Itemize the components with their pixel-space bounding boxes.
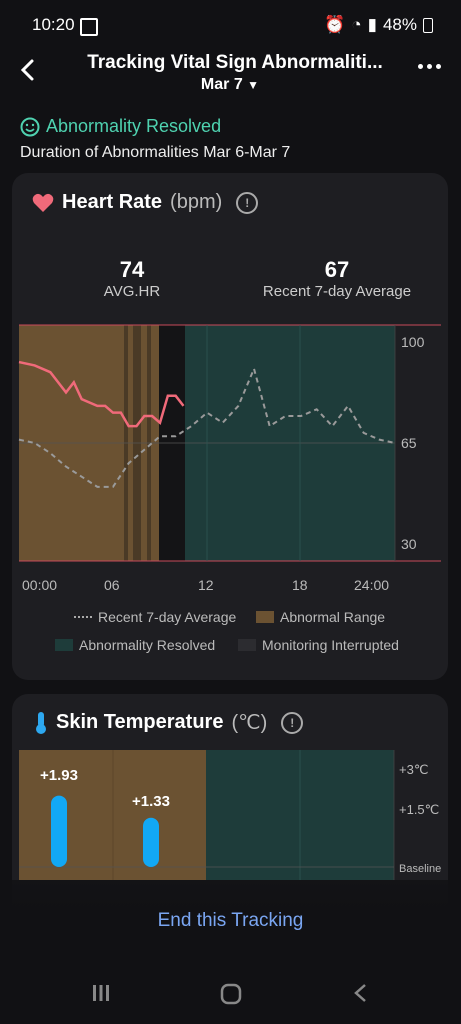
recent-apps-icon — [93, 985, 109, 1001]
y-tick: 100 — [401, 334, 425, 350]
bar-value-label: +1.33 — [132, 793, 170, 810]
y-tick: +3℃ — [399, 762, 428, 777]
resolved-label: Abnormality Resolved — [46, 116, 222, 136]
alarm-icon: ⏰ — [324, 15, 346, 34]
heart-rate-unit: (bpm) — [170, 191, 223, 213]
gallery-icon — [80, 18, 98, 36]
recent-avg-value: 67 — [324, 257, 350, 282]
legend-recent-label: Recent 7-day Average — [98, 609, 237, 625]
legend-interrupted: Monitoring Interrupted — [238, 637, 399, 653]
status-time: 10:20 — [32, 15, 75, 34]
duration-text: Duration of Abnormalities Mar 6-Mar 7 — [20, 144, 291, 161]
y-tick: 65 — [401, 435, 417, 451]
heart-rate-card: Heart Rate (bpm) ! 74 AVG.HR 67 Recent 7… — [12, 173, 448, 680]
status-bar: 10:20 ⏰ ◔ ▮ 48% — [0, 0, 461, 52]
heart-icon — [32, 193, 54, 212]
y-tick: +1.5℃ — [399, 802, 439, 817]
battery-percent: 48% — [382, 15, 417, 34]
end-tracking-button[interactable]: End this Tracking — [157, 910, 304, 931]
x-tick: 18 — [292, 577, 308, 593]
bar-value-label: +1.93 — [40, 767, 78, 784]
battery-icon — [423, 17, 433, 33]
bottom-bar — [0, 880, 461, 1024]
smile-icon — [20, 117, 40, 136]
more-options-button[interactable] — [418, 64, 441, 69]
legend-abnormal: Abnormal Range — [256, 609, 385, 625]
heart-rate-title: Heart Rate — [62, 191, 163, 213]
dotted-line-icon — [74, 616, 92, 618]
x-tick: 24:00 — [354, 577, 390, 593]
back-arrow-icon — [20, 59, 34, 81]
back-icon — [354, 984, 366, 1002]
dropdown-icon: ▼ — [247, 78, 260, 92]
legend-abnormal-label: Abnormal Range — [280, 609, 386, 625]
x-tick: 00:00 — [22, 577, 58, 593]
heart-rate-line — [18, 360, 185, 428]
info-icon[interactable]: ! — [281, 711, 304, 734]
y-tick: Baseline — [399, 863, 441, 875]
resolved-status: Abnormality Resolved — [20, 116, 221, 137]
back-button[interactable] — [16, 58, 40, 82]
abnormal-range-region — [19, 750, 206, 880]
x-tick: 12 — [198, 577, 214, 593]
skin-temp-title: Skin Temperature — [56, 711, 224, 733]
heart-rate-header: Heart Rate (bpm) ! — [32, 191, 259, 214]
resolved-swatch — [55, 639, 73, 651]
back-nav-button[interactable] — [350, 982, 372, 1009]
wifi-icon: ◔ — [351, 15, 362, 34]
avg-hr-label: AVG.HR — [103, 283, 161, 300]
info-icon[interactable]: ! — [236, 191, 259, 214]
recent-average-line — [18, 365, 396, 488]
heart-rate-chart: 100 65 30 — [18, 324, 441, 562]
more-icon — [418, 64, 441, 69]
abnormal-swatch — [256, 611, 274, 623]
recent-avg-label: Recent 7-day Average — [262, 283, 412, 300]
skin-temp-header: Skin Temperature (℃) ! — [34, 710, 304, 735]
skin-temp-chart: +3℃ +1.5℃ Baseline +1.93 +1.33 — [19, 750, 441, 880]
legend-recent: Recent 7-day Average — [74, 609, 236, 625]
home-icon — [220, 983, 242, 1005]
home-button[interactable] — [219, 982, 243, 1011]
legend-interrupted-label: Monitoring Interrupted — [262, 637, 399, 653]
recent-apps-button[interactable] — [90, 982, 112, 1009]
avg-hr-value: 74 — [119, 257, 145, 282]
interrupted-swatch — [238, 639, 256, 651]
signal-icon: ▮ — [367, 15, 377, 34]
skin-temp-unit: (℃) — [231, 712, 268, 734]
date-label: Mar 7 — [200, 76, 243, 93]
x-tick: 06 — [104, 577, 120, 593]
legend-resolved: Abnormality Resolved — [55, 637, 215, 653]
skin-temp-bar — [143, 817, 159, 867]
page-title: Tracking Vital Sign Abnormaliti... — [87, 52, 383, 73]
y-tick: 30 — [401, 536, 417, 552]
legend-resolved-label: Abnormality Resolved — [79, 637, 216, 653]
thermometer-icon — [36, 711, 46, 734]
skin-temp-bar — [51, 795, 67, 867]
date-dropdown[interactable]: Mar 7 ▼ — [180, 76, 280, 94]
